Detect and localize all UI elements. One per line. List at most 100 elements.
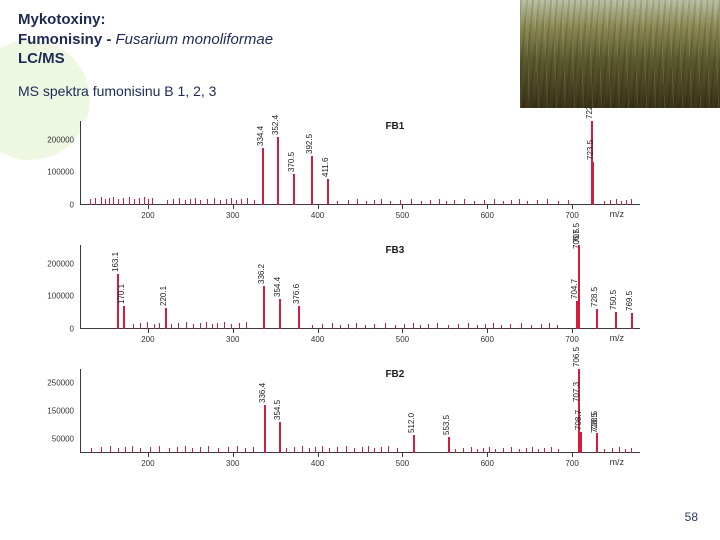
x-tick-label: 200 — [141, 211, 154, 220]
noise-peak — [139, 198, 140, 205]
noise-peak — [132, 446, 133, 453]
x-tick-label: 400 — [311, 211, 324, 220]
x-tick-label: 400 — [311, 335, 324, 344]
x-tick-label: 600 — [481, 335, 494, 344]
peak — [123, 306, 125, 329]
peak-label: 708.7 — [574, 410, 583, 430]
noise-peak — [159, 446, 160, 453]
peak-label: 728.5 — [590, 413, 599, 433]
noise-peak — [195, 198, 196, 205]
peak-label: 170.1 — [117, 284, 126, 304]
noise-peak — [231, 198, 232, 205]
y-axis: 50000150000250000 — [18, 369, 80, 453]
peak — [277, 137, 279, 205]
x-axis: 200300400500600700m/z — [80, 453, 640, 471]
noise-peak — [206, 322, 207, 329]
peak — [596, 435, 598, 452]
noise-peak — [247, 198, 248, 205]
peak — [262, 148, 264, 205]
noise-peak — [346, 446, 347, 453]
peak — [413, 435, 415, 452]
peak — [615, 312, 617, 329]
peak — [580, 432, 582, 452]
noise-peak — [123, 198, 124, 205]
spectra-group: 0100000200000334.4352.4370.5392.5411.672… — [18, 117, 658, 483]
x-tick-label: 700 — [565, 211, 578, 220]
peak — [327, 179, 329, 205]
y-tick-label: 200000 — [47, 259, 74, 268]
peak-label: 707.3 — [572, 381, 581, 401]
peak — [311, 156, 313, 204]
y-tick-label: 150000 — [47, 406, 74, 415]
x-axis: 200300400500600700m/z — [80, 205, 640, 223]
noise-peak — [144, 197, 145, 205]
noise-peak — [214, 198, 215, 205]
x-tick-label: 300 — [226, 459, 239, 468]
peak — [578, 245, 580, 329]
peak — [631, 313, 633, 329]
noise-peak — [101, 197, 102, 205]
peak-label: 723.5 — [586, 140, 595, 160]
noise-peak — [113, 197, 114, 205]
y-tick-label: 100000 — [47, 292, 74, 301]
noise-peak — [95, 198, 96, 205]
peak-label: 354.4 — [273, 277, 282, 297]
peak-label: 553.5 — [442, 415, 451, 435]
x-tick-label: 400 — [311, 459, 324, 468]
y-tick-label: 0 — [70, 324, 74, 333]
series-label: FB2 — [385, 369, 404, 380]
plot-area: 334.4352.4370.5392.5411.6722.5723.5FB1 — [80, 121, 640, 205]
slide-page: Mykotoxiny: Fumonisiny - Fusarium monoli… — [0, 0, 720, 540]
noise-peak — [110, 446, 111, 453]
noise-peak — [109, 198, 110, 205]
x-tick-label: 500 — [396, 335, 409, 344]
x-tick-label: 200 — [141, 459, 154, 468]
peak-label: 707.5 — [572, 222, 581, 242]
y-axis-line — [80, 369, 81, 453]
title-line-1: Mykotoxiny: — [18, 10, 702, 30]
peak-label: 512.0 — [407, 413, 416, 433]
x-tick-label: 300 — [226, 335, 239, 344]
y-axis-line — [80, 245, 81, 329]
peak — [279, 422, 281, 453]
peak-label: 728.5 — [590, 287, 599, 307]
page-number: 58 — [685, 510, 698, 524]
series-label: FB3 — [385, 245, 404, 256]
noise-peak — [185, 446, 186, 453]
noise-peak — [208, 446, 209, 453]
peak — [448, 437, 450, 452]
peak-label: 354.5 — [273, 400, 282, 420]
x-unit-label: m/z — [610, 209, 625, 219]
series-label: FB1 — [385, 121, 404, 132]
peak-label: 370.5 — [287, 152, 296, 172]
noise-peak — [186, 322, 187, 329]
peak-label: 769.5 — [625, 291, 634, 311]
x-tick-label: 500 — [396, 211, 409, 220]
plot-area: 163.1170.1220.1336.2354.4376.6704.7706.5… — [80, 245, 640, 329]
x-tick-label: 700 — [565, 459, 578, 468]
noise-peak — [302, 446, 303, 453]
x-tick-label: 700 — [565, 335, 578, 344]
peak-label: 163.1 — [111, 252, 120, 272]
spectrum-fb1: 0100000200000334.4352.4370.5392.5411.672… — [18, 117, 658, 235]
noise-peak — [147, 322, 148, 329]
y-tick-label: 250000 — [47, 378, 74, 387]
x-axis: 200300400500600700m/z — [80, 329, 640, 347]
y-tick-label: 200000 — [47, 135, 74, 144]
peak — [165, 308, 167, 328]
peak — [293, 174, 295, 205]
x-tick-label: 300 — [226, 211, 239, 220]
y-axis: 0100000200000 — [18, 245, 80, 329]
noise-peak — [152, 198, 153, 205]
x-unit-label: m/z — [610, 333, 625, 343]
peak-label: 392.5 — [305, 134, 314, 154]
peak — [263, 286, 265, 329]
peak-label: 336.4 — [258, 383, 267, 403]
peak-label: 220.1 — [159, 286, 168, 306]
peak — [298, 306, 300, 329]
spectrum-fb3: 0100000200000163.1170.1220.1336.2354.437… — [18, 241, 658, 359]
peak-label: 706.5 — [572, 347, 581, 367]
noise-peak — [388, 446, 389, 453]
peak-label: 336.2 — [257, 264, 266, 284]
title-line-3: LC/MS — [18, 49, 702, 69]
